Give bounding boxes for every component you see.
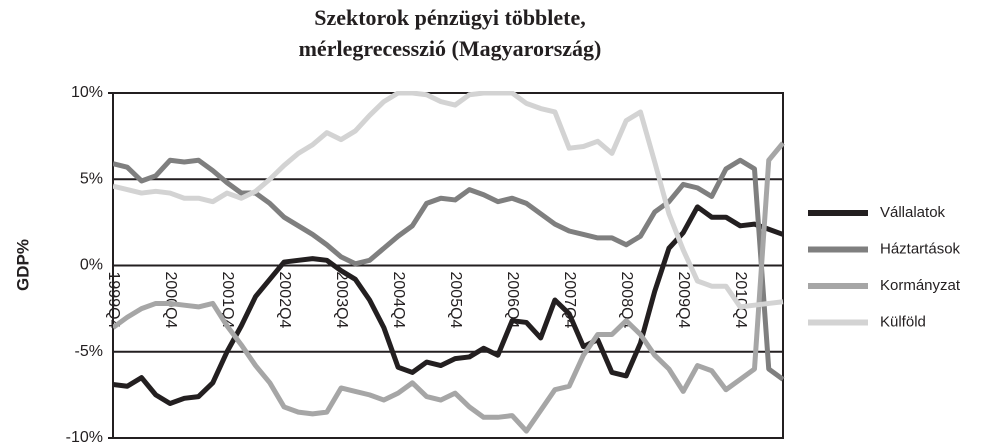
series-group — [113, 91, 785, 434]
line-series — [113, 141, 785, 434]
y-tick-label: -10% — [66, 429, 103, 446]
line-series — [113, 204, 784, 406]
y-tick-label: -5% — [75, 343, 103, 360]
x-tick-label: 2007Q4 — [561, 272, 578, 329]
line-series — [113, 91, 784, 310]
legend-label: Vállalatok — [880, 204, 946, 221]
x-tick-label: 2010Q4 — [732, 272, 749, 329]
x-tick-label: 2003Q4 — [333, 272, 350, 329]
x-tick-label: 2008Q4 — [618, 272, 635, 329]
x-tick-label: 1999Q4 — [105, 272, 122, 329]
x-tick-label: 2001Q4 — [219, 272, 236, 329]
line-series — [113, 157, 785, 382]
y-axis-label: GDP% — [13, 239, 32, 291]
legend-label: Háztartások — [880, 240, 961, 257]
x-tick-label: 2005Q4 — [447, 272, 464, 329]
x-tick-label: 2006Q4 — [504, 272, 521, 329]
x-tick-label: 2000Q4 — [162, 272, 179, 329]
plot-frame — [112, 92, 784, 439]
chart-title: Szektorok pénzügyi többlete, — [314, 5, 586, 30]
x-tick-label: 2002Q4 — [276, 272, 293, 329]
x-tick-label: 2004Q4 — [390, 272, 407, 329]
legend-label: Külföld — [880, 313, 926, 330]
x-tick-label: 2009Q4 — [675, 272, 692, 329]
legend-label: Kormányzat — [880, 277, 961, 294]
y-tick-label: 0% — [80, 257, 103, 274]
y-tick-label: 10% — [71, 84, 103, 101]
chart-title: mérlegrecesszió (Magyarország) — [299, 36, 602, 61]
y-tick-label: 5% — [80, 170, 103, 187]
